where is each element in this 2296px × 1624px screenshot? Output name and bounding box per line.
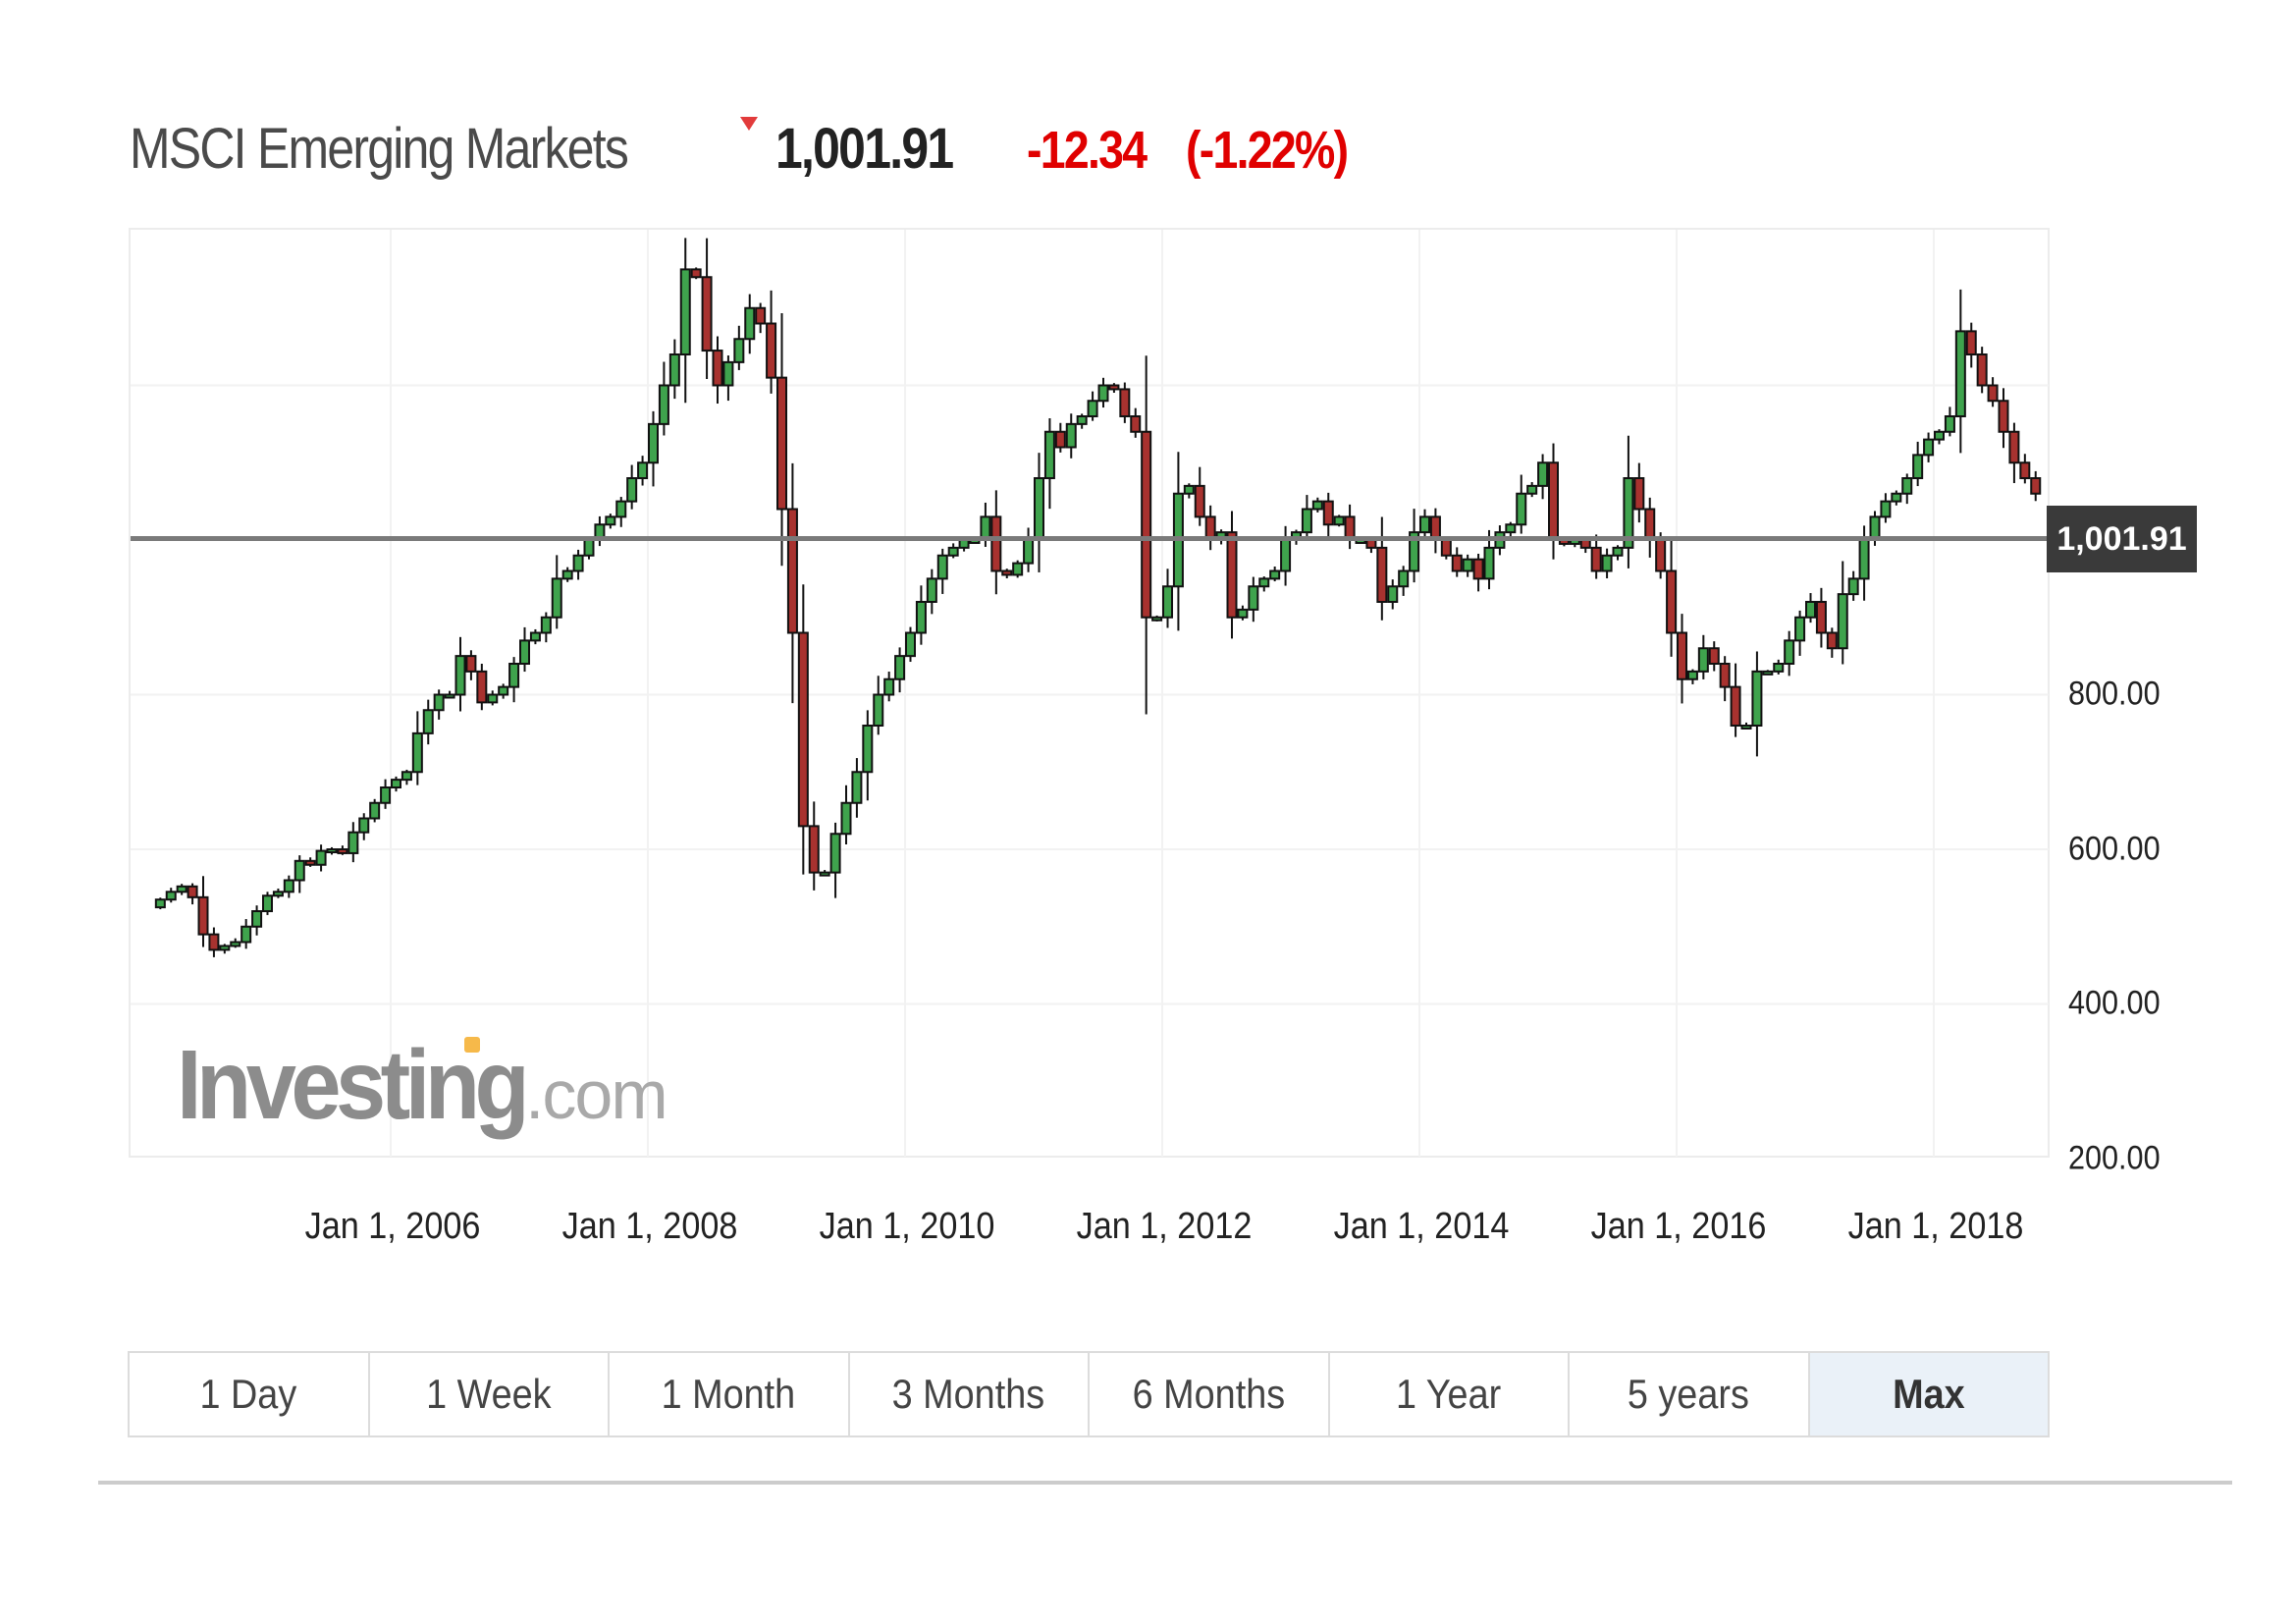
logo-suffix: .com bbox=[524, 1056, 668, 1133]
logo-dot-icon bbox=[464, 1037, 480, 1053]
x-axis-label: Jan 1, 2012 bbox=[1076, 1206, 1253, 1247]
x-axis-label: Jan 1, 2010 bbox=[819, 1206, 995, 1247]
x-axis-label: Jan 1, 2014 bbox=[1333, 1206, 1510, 1247]
range-1-year-button[interactable]: 1 Year bbox=[1329, 1353, 1570, 1435]
x-axis-label: Jan 1, 2018 bbox=[1847, 1206, 2024, 1247]
y-axis-label: 200.00 bbox=[2068, 1139, 2161, 1177]
investing-logo-watermark: Investing.com bbox=[177, 1029, 668, 1142]
range-label: 5 years bbox=[1628, 1371, 1750, 1417]
y-axis-label: 600.00 bbox=[2068, 830, 2161, 868]
range-label: 1 Week bbox=[426, 1371, 552, 1417]
last-price: 1,001.91 bbox=[775, 117, 954, 181]
range-label: 1 Month bbox=[661, 1371, 796, 1417]
triangle-down-icon bbox=[740, 117, 758, 131]
range-1-week-button[interactable]: 1 Week bbox=[369, 1353, 610, 1435]
price-change: -12.34 bbox=[1027, 121, 1148, 180]
x-axis-label: Jan 1, 2008 bbox=[561, 1206, 738, 1247]
range-5-years-button[interactable]: 5 years bbox=[1570, 1353, 1810, 1435]
x-axis-label: Jan 1, 2006 bbox=[304, 1206, 481, 1247]
range-1-month-button[interactable]: 1 Month bbox=[610, 1353, 850, 1435]
range-label: 1 Year bbox=[1396, 1371, 1502, 1417]
range-label: Max bbox=[1892, 1371, 1965, 1417]
instrument-header: MSCI Emerging Markets 1,001.91 -12.34 (-… bbox=[130, 116, 1373, 194]
range-label: 1 Day bbox=[199, 1371, 297, 1417]
range-max-button[interactable]: Max bbox=[1809, 1353, 2048, 1435]
range-6-months-button[interactable]: 6 Months bbox=[1090, 1353, 1330, 1435]
price-change-percent: (-1.22%) bbox=[1186, 121, 1349, 180]
y-axis-label: 800.00 bbox=[2068, 675, 2161, 713]
range-label: 3 Months bbox=[891, 1371, 1045, 1417]
range-label: 6 Months bbox=[1132, 1371, 1285, 1417]
x-axis-label: Jan 1, 2016 bbox=[1590, 1206, 1767, 1247]
range-1-day-button[interactable]: 1 Day bbox=[130, 1353, 370, 1435]
instrument-name: MSCI Emerging Markets bbox=[130, 117, 629, 181]
current-price-tag: 1,001.91 bbox=[2047, 506, 2197, 572]
section-divider bbox=[98, 1481, 2232, 1485]
time-range-selector: 1 Day 1 Week 1 Month 3 Months 6 Months 1… bbox=[128, 1351, 2050, 1437]
range-3-months-button[interactable]: 3 Months bbox=[849, 1353, 1090, 1435]
y-axis-label: 400.00 bbox=[2068, 984, 2161, 1022]
